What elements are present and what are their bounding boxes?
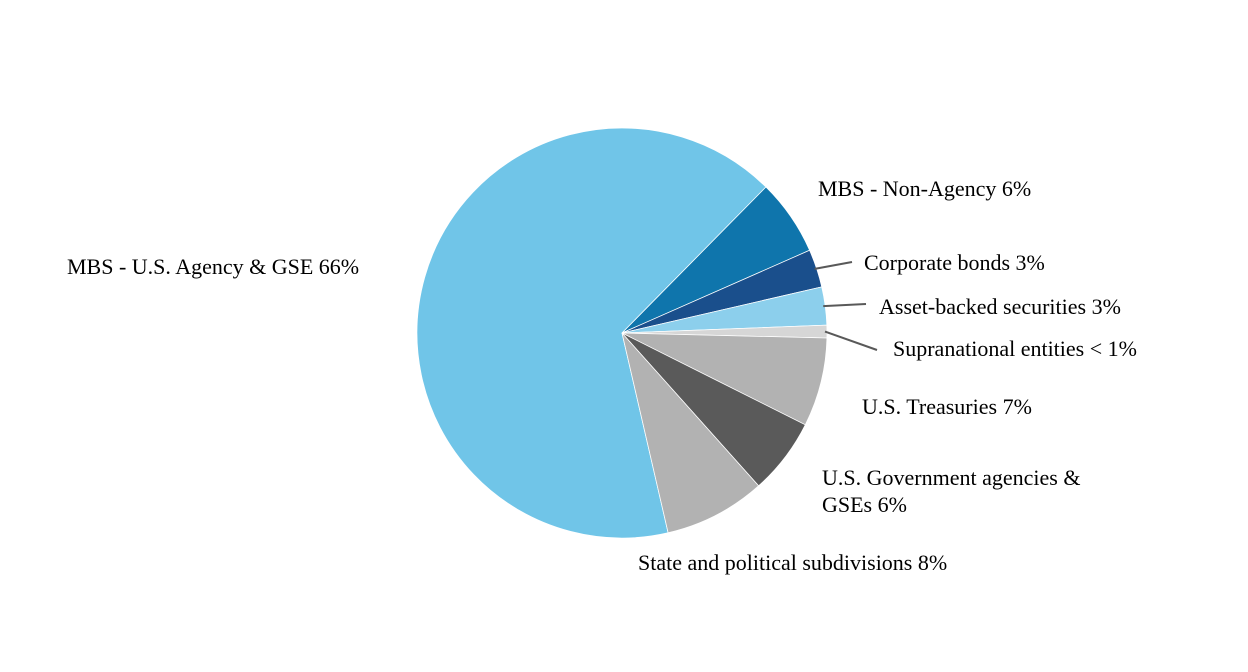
slice-label-corporate-bonds: Corporate bonds 3% — [864, 250, 1045, 275]
leader-line-corporate-bonds — [814, 261, 853, 270]
slice-label-us-treasuries: U.S. Treasuries 7% — [862, 394, 1032, 419]
slice-label-us-government-agencies-gses: U.S. Government agencies & GSEs 6% — [822, 465, 1081, 517]
pie-slice-state-and-political-subdivisions — [621, 332, 760, 534]
leader-line-asset-backed-securities — [823, 303, 867, 308]
slice-label-supranational-entities: Supranational entities < 1% — [893, 336, 1137, 361]
pie-slice-mbs-u-s-agency-gse — [416, 127, 767, 539]
slice-label-state-political-subdivisions: State and political subdivisions 8% — [638, 550, 948, 575]
slice-label-mbs-non-agency: MBS - Non-Agency 6% — [818, 176, 1032, 201]
slice-label-asset-backed-securities: Asset-backed securities 3% — [879, 294, 1121, 319]
slice-label-mbs-us-agency-gse: MBS - U.S. Agency & GSE 66% — [67, 254, 360, 279]
leader-line-supranational-entities — [824, 330, 878, 351]
